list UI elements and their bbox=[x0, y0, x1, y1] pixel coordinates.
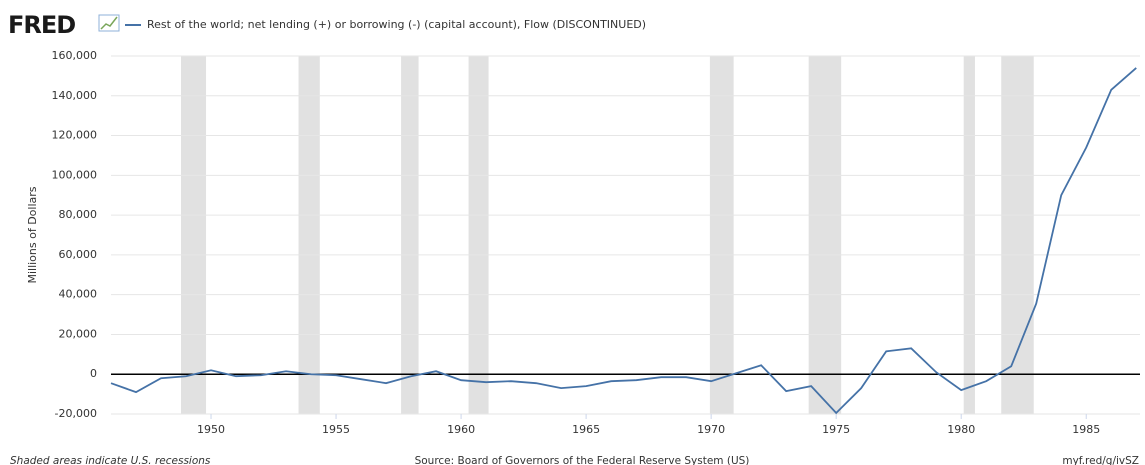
y-tick-label: 60,000 bbox=[59, 248, 98, 261]
recession-band bbox=[808, 56, 842, 414]
recession-band bbox=[468, 56, 489, 414]
y-tick-label: 140,000 bbox=[52, 89, 98, 102]
series-line bbox=[110, 67, 1137, 415]
y-tick-label: 40,000 bbox=[59, 288, 98, 301]
y-tick-label: 160,000 bbox=[52, 49, 98, 62]
y-tick-label: 0 bbox=[90, 367, 97, 380]
x-tick-label: 1970 bbox=[697, 423, 725, 436]
x-tick-label: 1960 bbox=[447, 423, 475, 436]
short-url[interactable]: myf.red/g/ivSZ bbox=[1062, 455, 1139, 465]
x-tick-label: 1975 bbox=[822, 423, 850, 436]
y-tick-label: -20,000 bbox=[55, 407, 97, 420]
fred-logo[interactable]: FRED bbox=[8, 11, 76, 39]
y-tick-label: 120,000 bbox=[52, 129, 98, 142]
logo-icon bbox=[98, 14, 120, 32]
recession-band bbox=[709, 56, 734, 414]
y-tick-label: 100,000 bbox=[52, 168, 98, 181]
y-tick-label: 80,000 bbox=[59, 208, 98, 221]
recession-band bbox=[401, 56, 419, 414]
recession-band bbox=[963, 56, 975, 414]
y-axis-label: Millions of Dollars bbox=[26, 186, 39, 283]
legend-label: Rest of the world; net lending (+) or bo… bbox=[147, 18, 646, 31]
recession-band bbox=[298, 56, 320, 414]
recession-band bbox=[1001, 56, 1034, 414]
x-tick-label: 1980 bbox=[947, 423, 975, 436]
x-tick-label: 1950 bbox=[197, 423, 225, 436]
x-tick-label: 1985 bbox=[1072, 423, 1100, 436]
source: Source: Board of Governors of the Federa… bbox=[415, 455, 750, 465]
x-tick-label: 1965 bbox=[572, 423, 600, 436]
plot bbox=[111, 55, 1140, 415]
recession-band bbox=[181, 56, 207, 414]
x-tick-label: 1955 bbox=[322, 423, 350, 436]
recession-note: Shaded areas indicate U.S. recessions bbox=[10, 455, 211, 465]
y-tick-label: 20,000 bbox=[59, 327, 98, 340]
